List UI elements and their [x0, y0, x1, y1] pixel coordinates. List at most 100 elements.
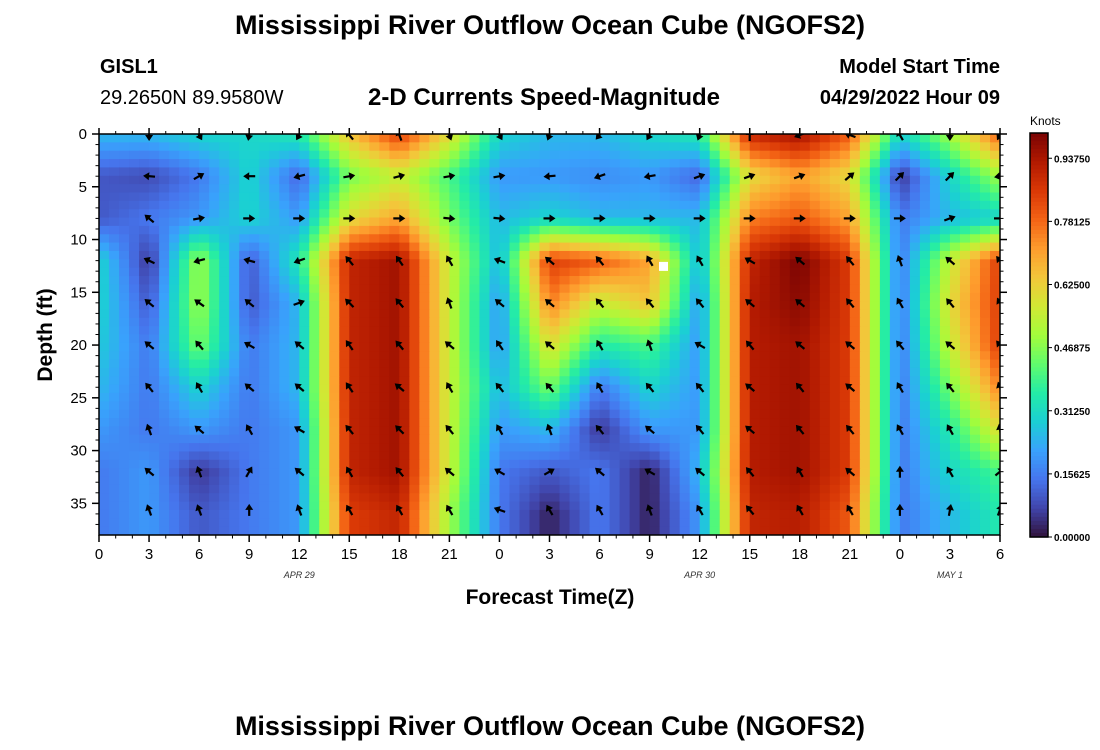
heatmap-cell: [659, 392, 671, 402]
heatmap-cell: [829, 267, 841, 277]
heatmap-cell: [589, 267, 601, 277]
heatmap-cell: [219, 292, 230, 302]
heatmap-cell: [919, 192, 931, 202]
heatmap-cell: [499, 200, 511, 210]
heatmap-cell: [889, 468, 901, 478]
heatmap-cell: [199, 493, 210, 503]
heatmap-cell: [569, 209, 581, 219]
current-arrow: [395, 425, 405, 435]
heatmap-cell: [869, 217, 881, 227]
heatmap-cell: [899, 242, 911, 252]
heatmap-cell: [339, 250, 350, 260]
heatmap-cell: [319, 526, 330, 535]
heatmap-cell: [309, 376, 320, 386]
heatmap-cell: [579, 493, 591, 503]
heatmap-cell: [759, 476, 771, 486]
heatmap-cell: [149, 142, 160, 152]
heatmap-cell: [889, 184, 901, 194]
heatmap-cell: [659, 426, 671, 436]
heatmap-cell: [529, 159, 541, 169]
heatmap-cell: [559, 401, 571, 411]
heatmap-cell: [979, 418, 991, 427]
current-arrow: [946, 424, 954, 436]
heatmap-cell: [739, 376, 751, 386]
heatmap-cell: [129, 267, 140, 277]
heatmap-cell: [879, 367, 891, 377]
heatmap-cell: [679, 468, 691, 478]
colorbar-segment: [1030, 246, 1048, 251]
heatmap-cell: [579, 167, 591, 177]
heatmap-cell: [239, 418, 250, 427]
heatmap-cell: [729, 200, 741, 210]
heatmap-cell: [559, 468, 571, 478]
heatmap-cell: [489, 142, 501, 152]
heatmap-cell: [729, 326, 741, 336]
heatmap-cell: [509, 225, 521, 235]
heatmap-cell: [189, 209, 200, 219]
heatmap-cell: [309, 134, 320, 143]
heatmap-cell: [119, 209, 130, 219]
heatmap-cell: [699, 426, 711, 436]
heatmap-cell: [329, 326, 340, 336]
heatmap-cell: [149, 384, 160, 394]
heatmap-cell: [759, 134, 771, 143]
current-arrow: [994, 217, 1000, 220]
colorbar-segment: [1030, 371, 1048, 376]
heatmap-cell: [809, 451, 821, 461]
heatmap-cell: [419, 267, 430, 277]
heatmap-cell: [249, 242, 260, 252]
heatmap-cell: [519, 301, 531, 311]
colorbar-segment: [1030, 407, 1048, 413]
heatmap-cell: [709, 476, 721, 486]
heatmap-cell: [309, 451, 320, 461]
heatmap-cell: [899, 317, 911, 327]
heatmap-cell: [719, 259, 731, 269]
heatmap-cell: [619, 326, 631, 336]
heatmap-cell: [469, 134, 481, 143]
heatmap-cell: [669, 309, 681, 319]
heatmap-cell: [419, 167, 430, 177]
heatmap-cell: [629, 192, 641, 202]
heatmap-cell: [649, 242, 661, 252]
heatmap-cell: [449, 351, 460, 361]
heatmap-cell: [239, 326, 250, 336]
heatmap-cell: [249, 175, 260, 185]
heatmap-cell: [729, 518, 741, 528]
heatmap-cell: [119, 451, 130, 461]
heatmap-cell: [499, 301, 511, 311]
heatmap-cell: [949, 426, 961, 436]
heatmap-cell: [889, 234, 901, 244]
heatmap-cell: [99, 250, 110, 260]
heatmap-cell: [119, 276, 130, 285]
heatmap-cell: [479, 342, 491, 352]
heatmap-cell: [499, 259, 511, 269]
heatmap-cell: [479, 284, 491, 294]
heatmap-cell: [939, 526, 951, 535]
heatmap-cell: [779, 476, 791, 486]
heatmap-cell: [559, 392, 571, 402]
heatmap-cell: [939, 459, 951, 469]
heatmap-cell: [299, 434, 310, 444]
heatmap-cell: [959, 150, 971, 160]
heatmap-cell: [639, 192, 651, 202]
heatmap-cell: [269, 426, 280, 436]
heatmap-cell: [109, 150, 120, 160]
heatmap-cell: [799, 250, 811, 260]
heatmap-cell: [159, 526, 170, 535]
heatmap-cell: [589, 451, 601, 461]
heatmap-cell: [99, 159, 110, 169]
heatmap-cell: [949, 476, 961, 486]
heatmap-cell: [729, 426, 741, 436]
heatmap-cell: [449, 476, 460, 486]
heatmap-cell: [579, 392, 591, 402]
heatmap-cell: [839, 159, 851, 169]
heatmap-cell: [269, 134, 280, 143]
heatmap-cell: [779, 184, 791, 194]
heatmap-cell: [379, 167, 390, 177]
heatmap-cell: [699, 250, 711, 260]
heatmap-cell: [549, 518, 561, 528]
heatmap-cell: [149, 200, 160, 210]
heatmap-cell: [579, 209, 591, 219]
heatmap-cell: [319, 351, 330, 361]
heatmap-cell: [279, 200, 290, 210]
